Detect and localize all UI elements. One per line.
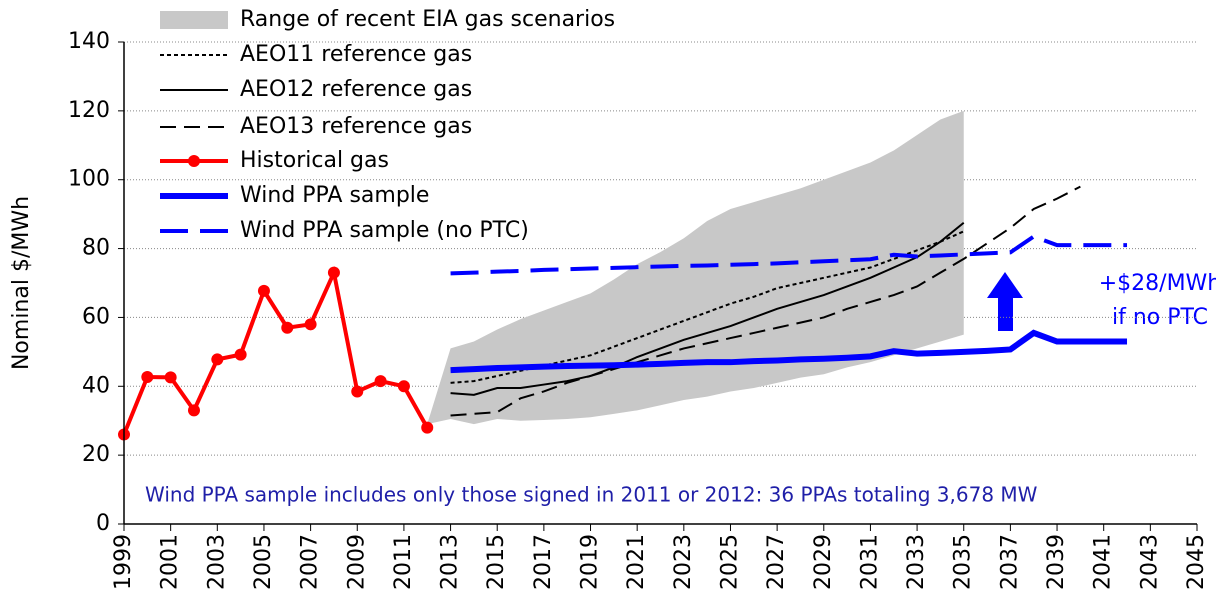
legend-label: Wind PPA sample (no PTC) [240,218,529,243]
y-tick-label: 0 [96,511,110,536]
note: Wind PPA sample includes only those sign… [145,483,1038,507]
plot-area [118,41,1197,456]
arrow [987,272,1023,331]
x-tick-label: 2011 [391,534,416,590]
x-tick-label: 2041 [1091,534,1116,590]
legend-label: AEO12 reference gas [240,77,472,102]
legend-swatch [160,11,228,29]
x-tick-label: 2025 [717,534,742,590]
y-tick-label: 40 [82,373,110,398]
y-tick-label: 60 [82,304,110,329]
series-line [450,234,1128,276]
legend-label: Historical gas [240,148,389,173]
x-tick-label: 2015 [484,534,509,590]
x-tick-label: 2027 [764,534,789,590]
x-tick-label: 2039 [1044,534,1069,590]
series-line [450,221,965,396]
point [257,284,270,297]
point [234,348,247,361]
legend-label: AEO13 reference gas [240,114,472,139]
x-tick-label: 2001 [158,534,183,590]
y-tick-label: 120 [68,98,110,123]
x-tick-label: 2007 [298,534,323,590]
point [327,266,340,279]
legend: Range of recent EIA gas scenarios AEO11 r… [160,7,615,243]
x-tick-label: 2023 [671,534,696,590]
y-tick-label: 80 [82,236,110,261]
x-tick-label: 2017 [531,534,556,590]
point [187,404,200,417]
x-tick-label: 2037 [997,534,1022,590]
x-tick-label: 2033 [904,534,929,590]
point [211,353,224,366]
x-tick-label: 2013 [438,534,463,590]
point [304,318,317,331]
legend-label: Wind PPA sample [240,183,429,208]
x-tick-label: 2019 [578,534,603,590]
x-tick-label: 2031 [857,534,882,590]
x-tick-label: 2021 [624,534,649,590]
y-tick-label: 100 [68,167,110,192]
y-axis-label: Nominal $/MWh [9,196,34,370]
x-tick-label: 2043 [1137,534,1162,590]
point [421,421,434,434]
point [351,385,364,398]
point [164,371,177,384]
series-line [450,329,1128,374]
point [281,321,294,334]
x-tick-label: 2009 [344,534,369,590]
legend-label: AEO11 reference gas [240,42,472,67]
x-tick-label: 2035 [951,534,976,590]
y-tick-label: 20 [82,442,110,467]
x-tick-label: 2005 [251,534,276,590]
x-tick-label: 2029 [811,534,836,590]
x-tick-label: 2045 [1184,534,1209,590]
series-line [450,185,1081,417]
x-tick-label: 1999 [111,534,136,590]
point [141,370,154,383]
y-tick-label: 140 [68,29,110,54]
legend-label: Range of recent EIA gas scenarios [240,7,615,32]
annotation: +$28/MWh [1099,271,1216,296]
series-line [122,266,429,436]
x-tick-label: 2003 [204,534,229,590]
legend-marker [188,155,200,167]
point [374,375,387,388]
point [397,380,410,393]
